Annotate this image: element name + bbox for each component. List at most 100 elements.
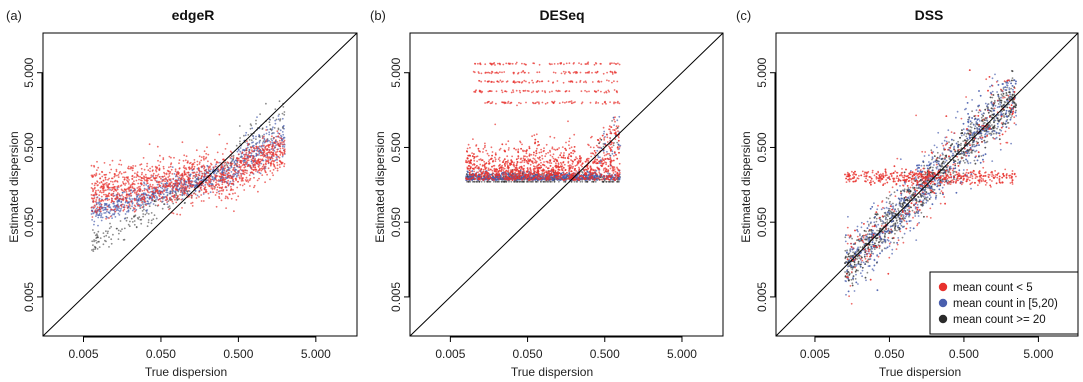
data-point	[173, 185, 176, 188]
data-point	[282, 133, 285, 136]
data-point	[542, 180, 545, 183]
data-point	[215, 163, 218, 166]
data-point	[190, 197, 193, 199]
data-point	[206, 171, 208, 174]
data-point	[150, 194, 153, 196]
data-point	[239, 172, 242, 175]
data-point	[154, 165, 157, 168]
data-point	[482, 168, 485, 171]
data-point	[142, 193, 144, 196]
data-point	[230, 155, 233, 158]
data-point	[581, 180, 584, 183]
data-point	[245, 154, 248, 156]
data-point	[230, 171, 233, 173]
data-point	[209, 181, 212, 184]
data-point	[149, 196, 152, 199]
data-point	[131, 187, 134, 189]
data-point	[603, 152, 605, 154]
data-point	[253, 147, 256, 150]
data-point	[155, 169, 157, 172]
data-point	[268, 149, 271, 151]
data-point	[127, 183, 130, 185]
data-point	[117, 212, 120, 215]
data-point	[148, 143, 151, 146]
data-point	[501, 164, 503, 167]
data-point	[141, 171, 144, 174]
data-point	[133, 215, 136, 218]
data-point	[95, 193, 98, 196]
data-point	[249, 152, 252, 154]
data-point	[128, 167, 130, 170]
data-point	[243, 134, 245, 137]
data-point	[161, 207, 164, 210]
identity-line	[42, 32, 358, 337]
data-point	[162, 185, 165, 187]
data-point	[131, 178, 134, 180]
data-point	[118, 232, 120, 235]
data-point	[194, 176, 197, 179]
data-point	[187, 171, 190, 174]
data-point	[183, 172, 186, 175]
data-point	[217, 179, 220, 181]
data-point	[160, 177, 162, 180]
data-point	[105, 184, 108, 186]
data-point	[112, 190, 115, 193]
data-point	[162, 158, 165, 161]
data-point	[258, 158, 260, 161]
data-point	[151, 184, 154, 186]
data-point	[232, 169, 235, 172]
data-point	[218, 187, 221, 189]
data-point	[122, 190, 125, 193]
data-point	[207, 192, 210, 195]
data-point	[116, 180, 118, 183]
data-point	[221, 181, 224, 184]
data-point	[120, 204, 122, 207]
data-point	[526, 155, 528, 158]
data-point	[212, 180, 215, 182]
data-point	[279, 166, 281, 169]
data-point	[126, 187, 129, 190]
data-point	[156, 183, 159, 186]
data-point	[478, 158, 481, 161]
data-point	[143, 184, 145, 187]
data-point	[113, 204, 116, 207]
data-point	[101, 171, 104, 174]
data-point	[559, 161, 562, 164]
data-point	[278, 100, 281, 103]
data-point	[250, 158, 253, 161]
data-point	[110, 168, 113, 171]
data-point	[203, 167, 205, 170]
data-point	[255, 138, 257, 141]
data-point	[110, 238, 113, 241]
data-point	[250, 160, 253, 163]
data-point	[137, 182, 140, 185]
data-point	[161, 180, 164, 183]
data-point	[143, 208, 145, 211]
data-point	[158, 167, 161, 170]
data-point	[213, 187, 216, 190]
data-point	[239, 166, 242, 169]
data-point	[100, 181, 103, 183]
data-point	[221, 153, 224, 155]
data-point	[602, 145, 605, 148]
data-point	[268, 121, 271, 124]
data-point	[262, 159, 265, 162]
data-point	[188, 178, 190, 181]
data-point	[99, 237, 102, 240]
data-point	[103, 206, 105, 209]
data-point	[120, 172, 123, 175]
data-point	[93, 220, 96, 223]
data-point	[271, 143, 274, 146]
data-point	[251, 150, 254, 153]
data-point	[121, 189, 124, 192]
data-point	[168, 178, 171, 181]
data-point	[129, 205, 131, 207]
data-point	[136, 217, 139, 219]
data-point	[130, 166, 133, 169]
data-point	[225, 163, 228, 165]
data-point	[256, 179, 259, 182]
data-point	[490, 146, 493, 149]
data-point	[171, 200, 174, 203]
data-point	[157, 173, 160, 176]
data-point	[150, 222, 153, 225]
